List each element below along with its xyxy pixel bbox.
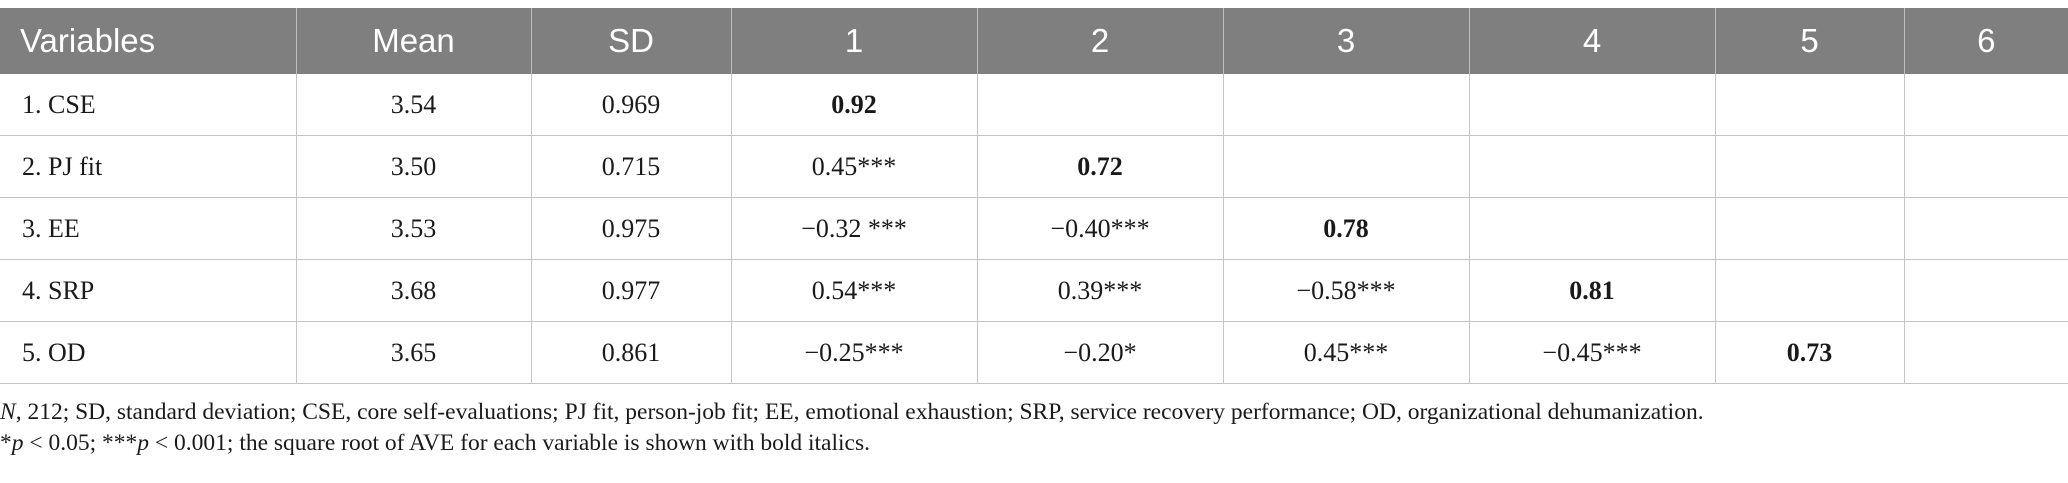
- mean-cell: 3.50: [296, 135, 532, 198]
- corr-cell: −0.20*: [977, 321, 1224, 384]
- corr-cell: [1715, 197, 1905, 260]
- corr-cell: [1904, 321, 2068, 384]
- footnote-abbreviations: N, 212; SD, standard deviation; CSE, cor…: [0, 397, 1704, 428]
- corr-cell: 0.45***: [731, 135, 978, 198]
- mean-cell: 3.65: [296, 321, 532, 384]
- header-col-6: 6: [1904, 8, 2068, 74]
- corr-cell: 0.39***: [977, 259, 1224, 322]
- header-col-4: 4: [1469, 8, 1716, 74]
- header-row: Variables Mean SD 1 2 3 4 5 6: [0, 8, 2068, 74]
- footnote-sig-text-2: < 0.001; the square root of AVE for each…: [149, 430, 870, 456]
- footnote-p-symbol-2: p: [137, 430, 150, 456]
- ave-cell: 0.73: [1715, 321, 1905, 384]
- footnote-n-symbol: N: [0, 399, 16, 425]
- header-variables: Variables: [0, 8, 297, 74]
- sd-cell: 0.977: [531, 259, 732, 322]
- table-row: 3. EE 3.53 0.975 −0.32 *** −0.40*** 0.78: [0, 197, 2068, 260]
- row-label: 1. CSE: [0, 74, 297, 136]
- sd-cell: 0.969: [531, 74, 732, 136]
- correlation-table: Variables Mean SD 1 2 3 4 5 6 1. CSE 3.5…: [0, 8, 2068, 384]
- corr-cell: 0.45***: [1223, 321, 1470, 384]
- ave-cell: 0.81: [1469, 259, 1716, 322]
- corr-cell: [1469, 74, 1716, 136]
- corr-cell: [1904, 135, 2068, 198]
- table-footnotes: N, 212; SD, standard deviation; CSE, cor…: [0, 397, 1704, 459]
- footnote-sig-text-1: < 0.05; ***: [23, 430, 138, 456]
- header-col-2: 2: [977, 8, 1224, 74]
- header-sd: SD: [531, 8, 732, 74]
- row-label: 5. OD: [0, 321, 297, 384]
- sd-cell: 0.861: [531, 321, 732, 384]
- correlation-table-container: Variables Mean SD 1 2 3 4 5 6 1. CSE 3.5…: [0, 8, 2068, 384]
- corr-cell: −0.58***: [1223, 259, 1470, 322]
- ave-cell: 0.72: [977, 135, 1224, 198]
- footnote-p-symbol-1: p: [11, 430, 24, 456]
- mean-cell: 3.53: [296, 197, 532, 260]
- row-label: 3. EE: [0, 197, 297, 260]
- ave-cell: 0.92: [731, 74, 978, 136]
- footnote-star-1: *: [0, 430, 12, 456]
- corr-cell: [977, 74, 1224, 136]
- row-label: 2. PJ fit: [0, 135, 297, 198]
- corr-cell: −0.32 ***: [731, 197, 978, 260]
- corr-cell: [1715, 74, 1905, 136]
- corr-cell: [1223, 135, 1470, 198]
- table-row: 5. OD 3.65 0.861 −0.25*** −0.20* 0.45***…: [0, 321, 2068, 384]
- corr-cell: [1715, 135, 1905, 198]
- sd-cell: 0.975: [531, 197, 732, 260]
- mean-cell: 3.68: [296, 259, 532, 322]
- corr-cell: −0.40***: [977, 197, 1224, 260]
- corr-cell: [1904, 259, 2068, 322]
- mean-cell: 3.54: [296, 74, 532, 136]
- corr-cell: −0.25***: [731, 321, 978, 384]
- row-label: 4. SRP: [0, 259, 297, 322]
- ave-cell: 0.78: [1223, 197, 1470, 260]
- header-col-1: 1: [731, 8, 978, 74]
- corr-cell: [1715, 259, 1905, 322]
- table-row: 1. CSE 3.54 0.969 0.92: [0, 74, 2068, 136]
- table-row: 4. SRP 3.68 0.977 0.54*** 0.39*** −0.58*…: [0, 259, 2068, 322]
- header-col-3: 3: [1223, 8, 1470, 74]
- corr-cell: [1904, 197, 2068, 260]
- header-col-5: 5: [1715, 8, 1905, 74]
- corr-cell: [1223, 74, 1470, 136]
- sd-cell: 0.715: [531, 135, 732, 198]
- table-row: 2. PJ fit 3.50 0.715 0.45*** 0.72: [0, 135, 2068, 198]
- footnote-abbreviations-text: , 212; SD, standard deviation; CSE, core…: [15, 399, 1704, 425]
- corr-cell: [1469, 197, 1716, 260]
- corr-cell: 0.54***: [731, 259, 978, 322]
- corr-cell: [1469, 135, 1716, 198]
- header-mean: Mean: [296, 8, 532, 74]
- footnote-significance: *p < 0.05; ***p < 0.001; the square root…: [0, 428, 1704, 459]
- corr-cell: −0.45***: [1469, 321, 1716, 384]
- corr-cell: [1904, 74, 2068, 136]
